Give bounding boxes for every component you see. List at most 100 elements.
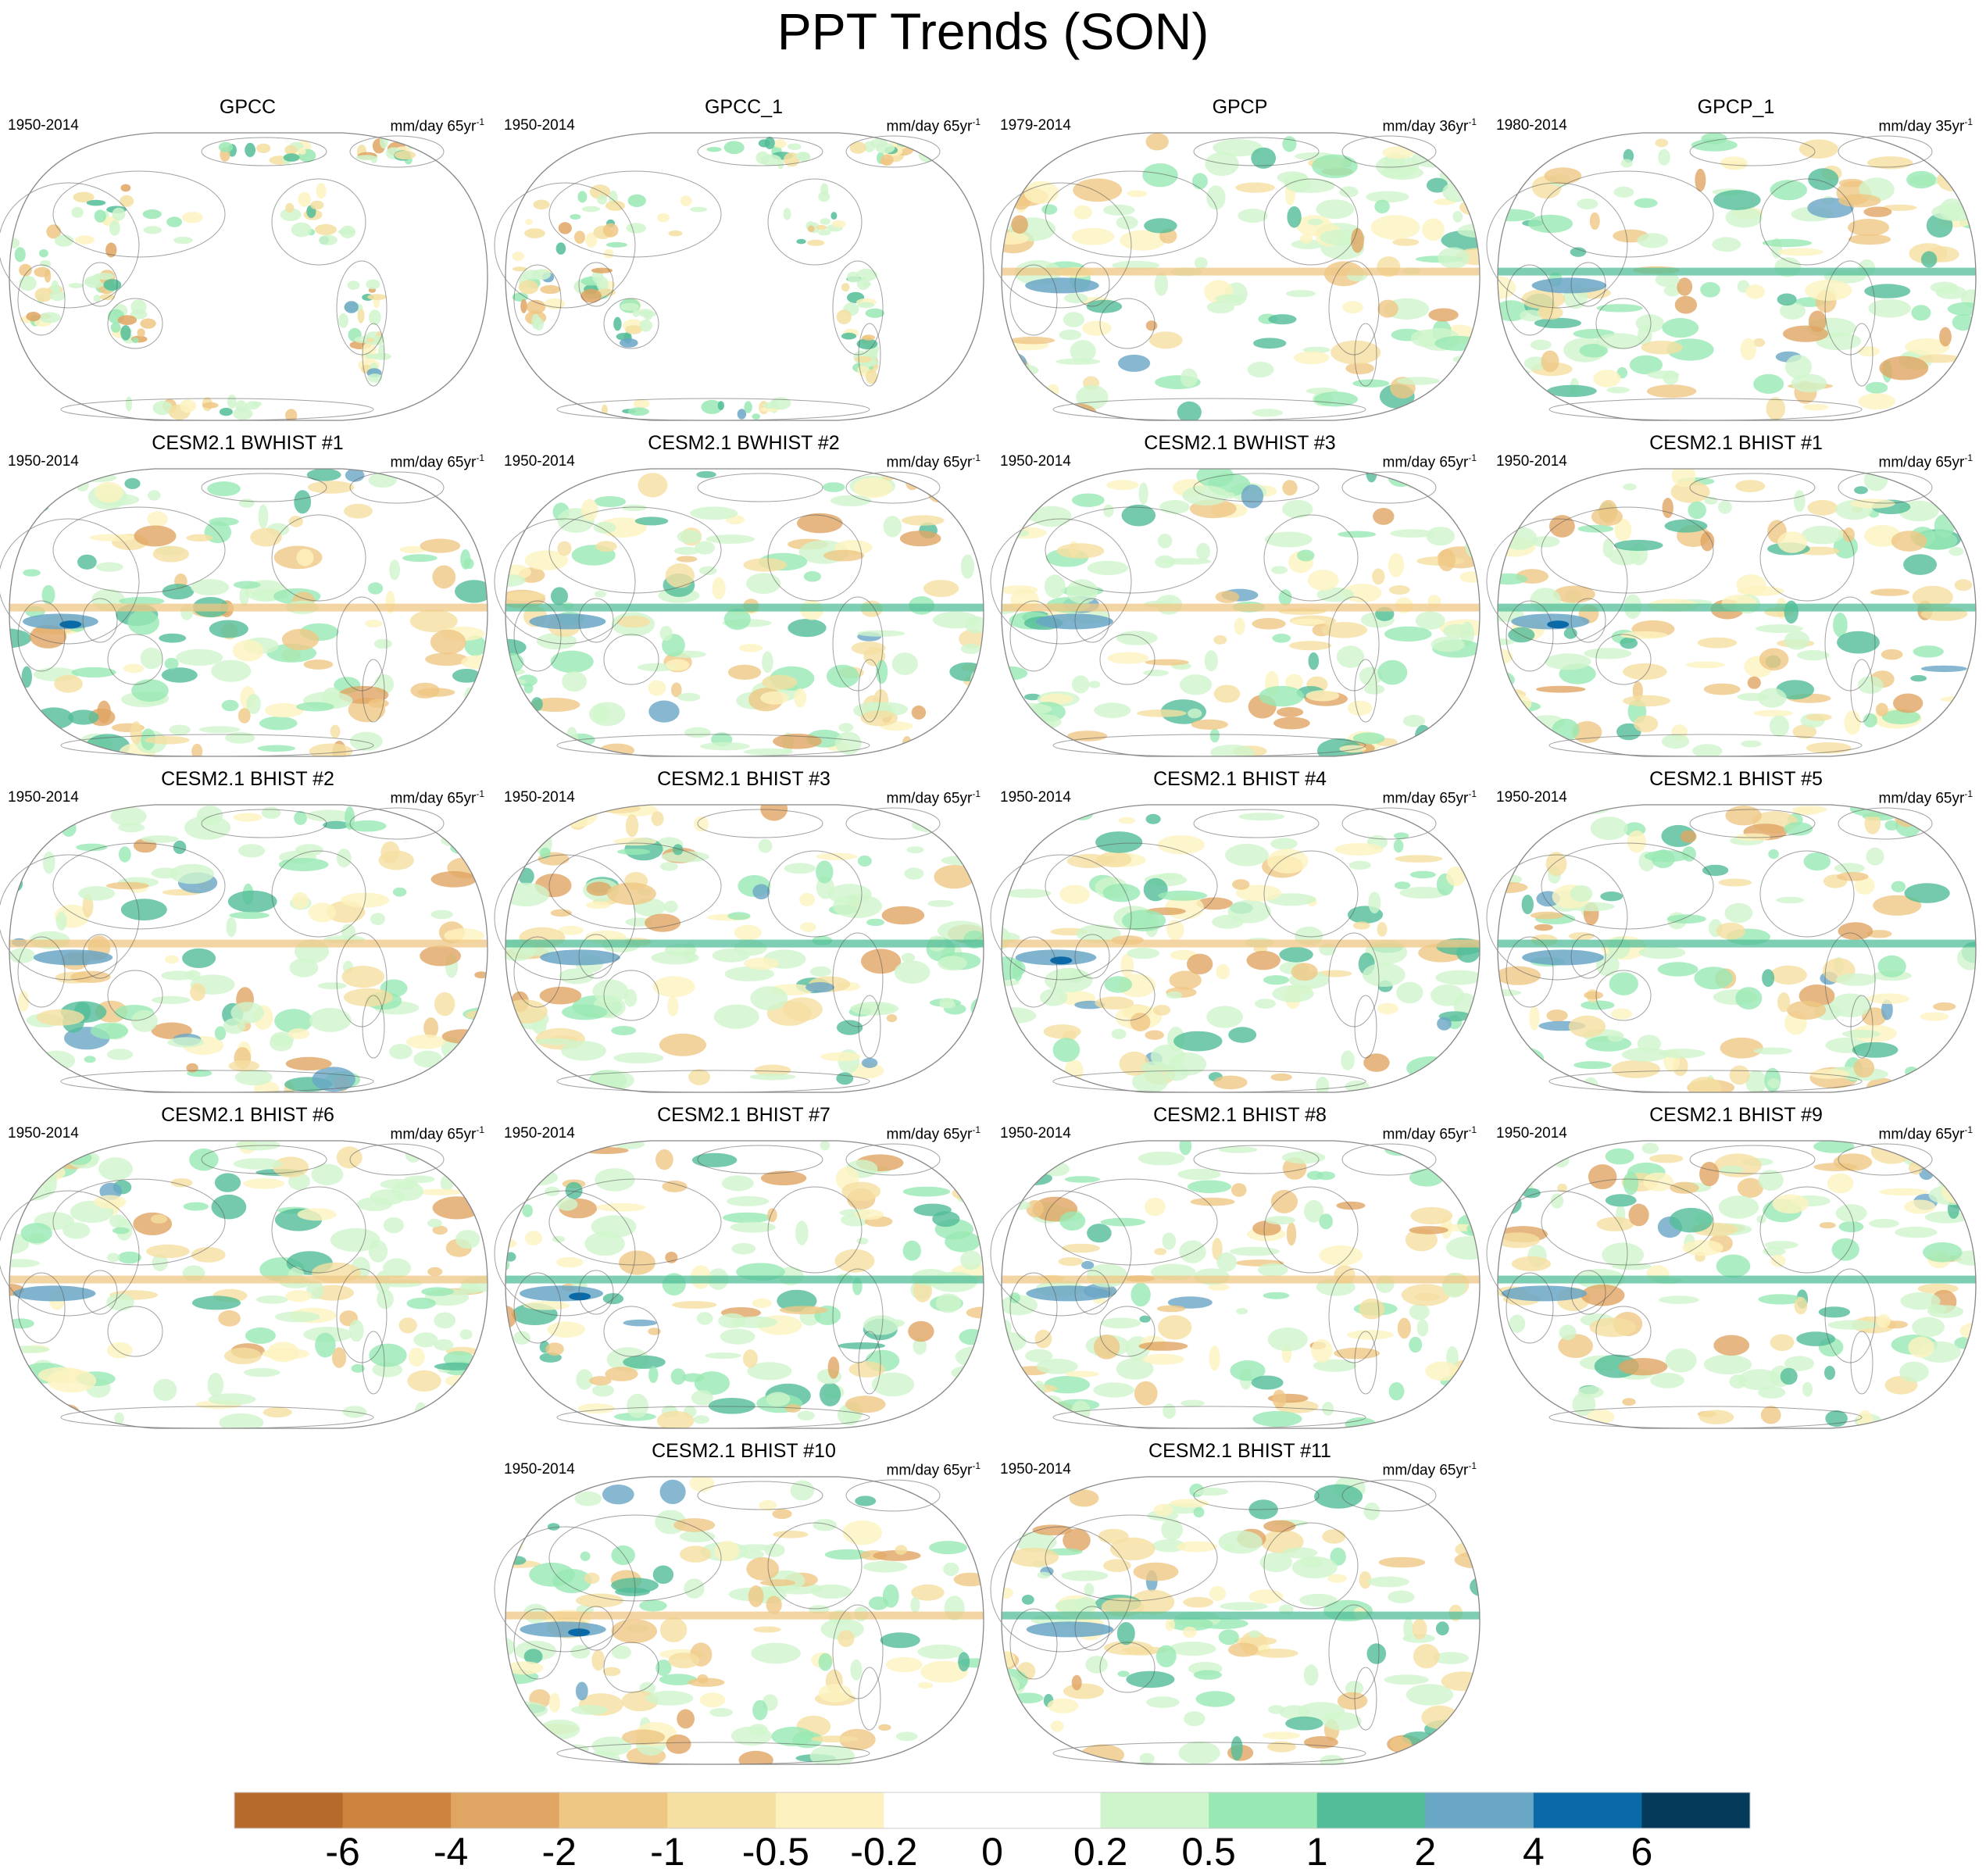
trend-blob — [505, 999, 548, 1024]
trend-blob — [762, 674, 798, 690]
trend-blob — [591, 1215, 637, 1238]
trend-blob — [1312, 154, 1358, 178]
trend-blob — [317, 982, 347, 990]
trend-blob — [159, 633, 187, 643]
trend-blob — [1374, 199, 1390, 214]
trend-blob — [1158, 1315, 1192, 1340]
panel-period: 1950-2014 — [8, 453, 79, 470]
map-outline — [9, 132, 488, 421]
trend-blob — [1413, 1644, 1440, 1669]
trend-blob — [226, 917, 237, 938]
trend-blob — [1794, 490, 1806, 513]
trend-blob — [1234, 617, 1245, 635]
trend-blob — [1016, 820, 1027, 827]
panel-units-exponent: -1 — [476, 1124, 484, 1135]
trend-blob — [198, 726, 241, 734]
trend-blob — [593, 521, 616, 534]
trend-blob — [1071, 675, 1090, 694]
panel-title: CESM2.1 BHIST #3 — [657, 768, 830, 790]
trend-blob — [700, 741, 750, 751]
colorbar-bin — [884, 1792, 993, 1828]
coastline — [1595, 1306, 1652, 1357]
trend-blob — [434, 1338, 454, 1351]
trend-blob — [556, 1198, 578, 1211]
trend-blob — [1252, 1220, 1281, 1236]
trend-blob — [1629, 355, 1663, 375]
trend-blob — [1081, 1260, 1095, 1270]
trend-blob — [1866, 930, 1892, 938]
trend-blob — [1854, 876, 1875, 895]
colorbar-bin — [1533, 1792, 1642, 1828]
coastline — [271, 514, 366, 602]
trend-blob — [234, 1069, 273, 1086]
trend-blob — [1187, 953, 1213, 974]
trend-blob — [706, 147, 722, 152]
trend-blob — [345, 469, 365, 482]
trend-blob — [1703, 683, 1741, 695]
trend-blob — [1118, 817, 1135, 824]
trend-blob — [1268, 314, 1297, 325]
trend-blob — [1040, 988, 1068, 1006]
coastline — [548, 1514, 722, 1602]
trend-blob — [1596, 304, 1643, 313]
trend-blob — [1906, 170, 1937, 189]
trend-blob — [1657, 962, 1698, 977]
trend-blob — [421, 1287, 454, 1296]
coastline — [1193, 1481, 1320, 1510]
trend-blob — [186, 1063, 198, 1073]
trend-blob — [530, 698, 580, 712]
coastline — [548, 170, 722, 258]
map-field — [0, 804, 488, 1093]
trend-blob — [1498, 573, 1528, 585]
trend-blob — [574, 230, 585, 244]
trend-blob — [540, 847, 551, 859]
trend-blob — [1445, 388, 1463, 410]
trend-blob — [1943, 1072, 1976, 1081]
trend-blob — [602, 1667, 621, 1676]
trend-blob — [1195, 1691, 1235, 1707]
coastline — [1328, 932, 1380, 1027]
trend-blob — [1206, 1006, 1243, 1028]
trend-blob — [1716, 922, 1745, 940]
trend-blob — [1085, 1656, 1108, 1674]
warm-pool-anomaly — [33, 949, 113, 966]
trend-blob — [1165, 1618, 1175, 1631]
trend-blob — [525, 219, 533, 225]
colorbar-bin — [234, 1792, 344, 1828]
trend-blob — [214, 1173, 241, 1192]
trend-blob — [1266, 849, 1309, 874]
itcz-band — [9, 939, 488, 948]
colorbar-tick-label: 0 — [981, 1830, 1003, 1874]
trend-blob — [1718, 1195, 1759, 1219]
trend-blob — [1416, 1747, 1455, 1764]
trend-blob — [738, 644, 763, 652]
coastline — [1341, 807, 1437, 840]
panel-period: 1979-2014 — [1000, 117, 1071, 134]
trend-blob — [809, 1745, 855, 1764]
trend-blob — [797, 513, 843, 534]
trend-blob — [1433, 1652, 1469, 1664]
trend-blob — [526, 299, 546, 314]
trend-blob — [1127, 190, 1148, 198]
trend-blob — [1877, 955, 1906, 977]
trend-blob — [960, 1250, 982, 1270]
trend-blob — [1388, 1382, 1405, 1401]
trend-field — [9, 134, 423, 420]
trend-blob — [1816, 332, 1862, 351]
coastline — [858, 1667, 881, 1731]
trend-blob — [1034, 1329, 1052, 1349]
trend-blob — [1342, 301, 1363, 314]
trend-blob — [1905, 338, 1950, 356]
colorbar-tick-label: 0.5 — [1181, 1830, 1236, 1874]
map-field — [0, 468, 488, 757]
trend-blob — [1285, 1716, 1323, 1731]
map-field — [0, 1140, 488, 1429]
trend-blob — [1866, 847, 1884, 866]
trend-blob — [1050, 1721, 1064, 1732]
trend-blob — [1059, 884, 1090, 904]
trend-blob — [1109, 1537, 1156, 1560]
trend-blob — [1191, 719, 1228, 730]
trend-blob — [878, 1724, 891, 1731]
trend-blob — [1395, 855, 1443, 863]
trend-blob — [1219, 1146, 1258, 1153]
